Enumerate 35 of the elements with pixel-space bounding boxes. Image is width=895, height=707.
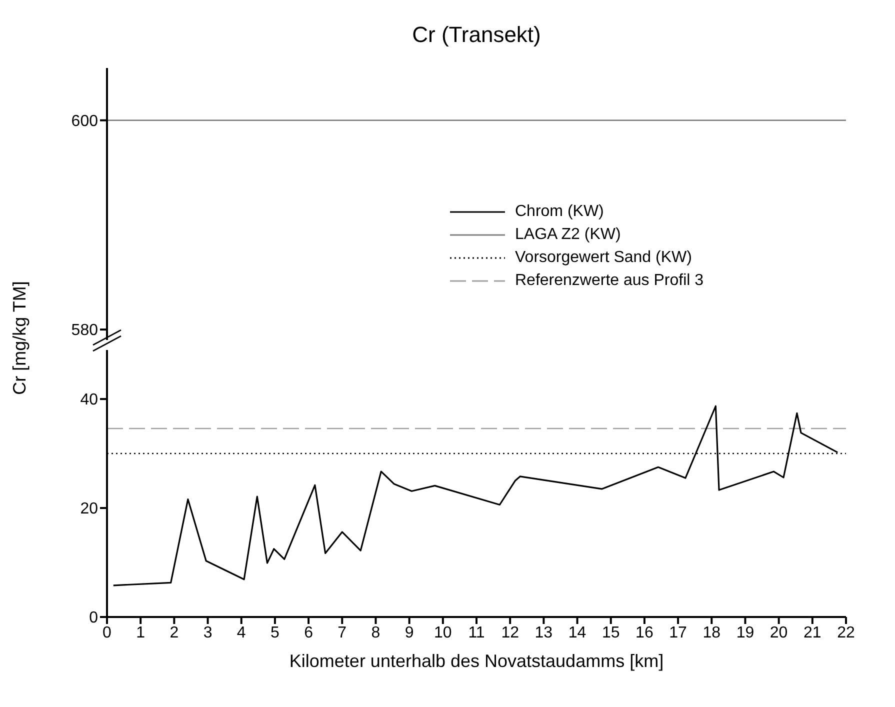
x-tick-label: 15 — [602, 624, 620, 642]
x-tick-label: 9 — [404, 624, 414, 642]
x-tick-label: 6 — [304, 624, 314, 642]
legend-label: Chrom (KW) — [515, 202, 604, 220]
legend-label: LAGA Z2 (KW) — [515, 226, 621, 244]
y-tick-label: 40 — [80, 392, 98, 409]
y-tick-label: 0 — [89, 610, 98, 627]
x-tick-label: 20 — [770, 624, 788, 642]
legend-label: Vorsorgewert Sand (KW) — [515, 248, 692, 266]
x-tick-label: 22 — [837, 624, 855, 642]
y-tick-label: 580 — [71, 322, 98, 340]
x-tick-label: 11 — [468, 624, 485, 642]
x-tick-label: 4 — [236, 624, 246, 642]
x-tick-label: 8 — [371, 624, 380, 642]
y-tick-label: 600 — [71, 112, 98, 130]
x-tick-label: 21 — [804, 624, 822, 642]
legend-label: Referenzwerte aus Profil 3 — [515, 272, 704, 290]
x-tick-label: 10 — [434, 624, 452, 642]
x-tick-label: 14 — [568, 624, 586, 642]
x-tick-label: 2 — [170, 624, 179, 642]
x-tick-label: 18 — [702, 624, 721, 642]
x-tick-label: 16 — [636, 624, 654, 642]
x-tick-label: 0 — [102, 624, 112, 642]
x-tick-label: 19 — [736, 624, 754, 642]
x-tick-label: 1 — [136, 624, 146, 642]
chart-title: Cr (Transekt) — [411, 22, 542, 48]
x-tick-label: 13 — [534, 624, 553, 642]
x-tick-label: 5 — [270, 624, 280, 642]
x-tick-label: 17 — [669, 624, 688, 642]
y-axis-title: Cr [mg/kg TM] — [10, 281, 30, 395]
x-tick-label: 7 — [338, 624, 347, 642]
x-axis-title: Kilometer unterhalb des Novatstaudamms [km] — [288, 651, 665, 672]
y-tick-label: 20 — [80, 500, 98, 518]
x-tick-label: 3 — [203, 624, 212, 642]
x-tick-label: 12 — [501, 624, 520, 642]
